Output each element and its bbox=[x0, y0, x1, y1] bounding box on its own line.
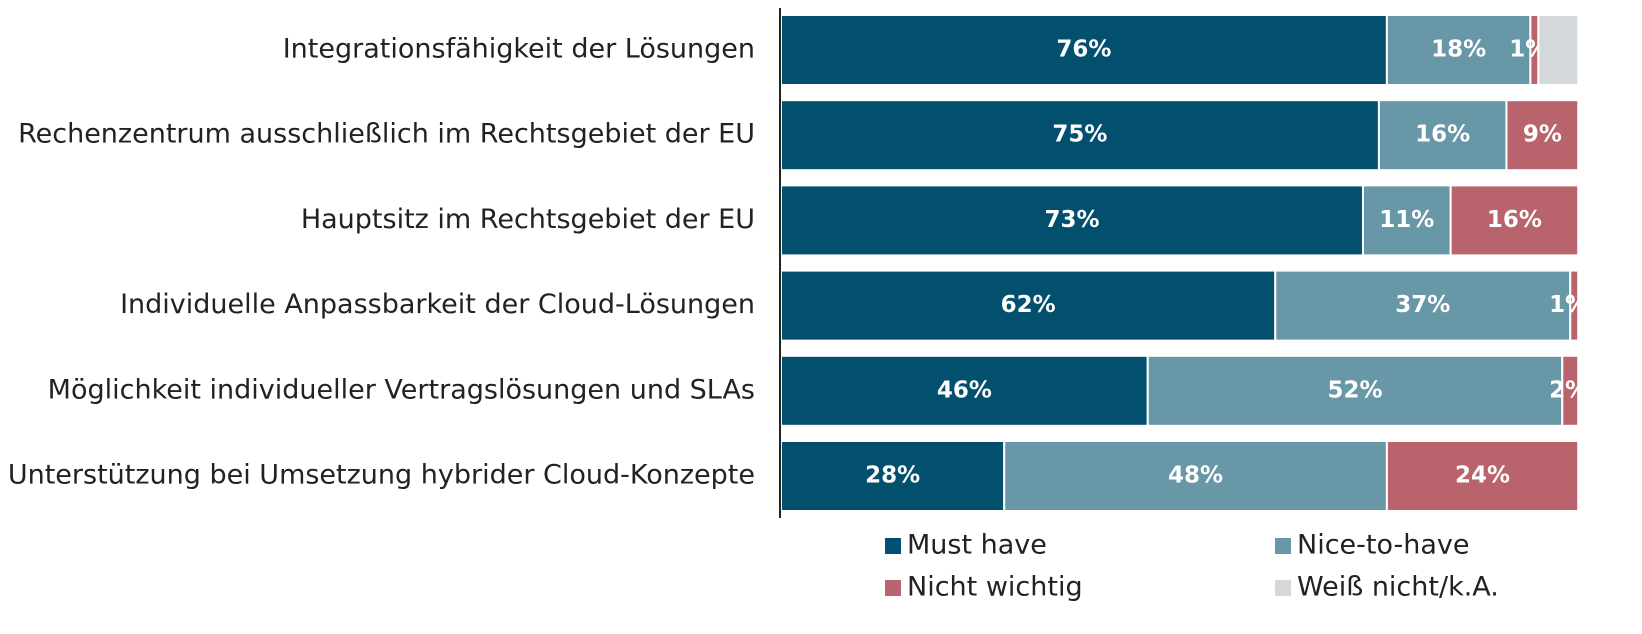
bar-segment bbox=[1569, 269, 1580, 342]
category-label: Hauptsitz im Rechtsgebiet der EU bbox=[301, 204, 755, 235]
bar-segment bbox=[1361, 184, 1452, 257]
legend-label: Must have bbox=[907, 530, 1047, 561]
value-label: 16% bbox=[1487, 207, 1542, 233]
value-label: 9% bbox=[1523, 122, 1562, 148]
legend-swatch bbox=[885, 580, 901, 596]
bar-segment bbox=[1505, 99, 1580, 172]
category-label: Integrationsfähigkeit der Lösungen bbox=[283, 34, 755, 65]
bar-segment bbox=[1385, 14, 1532, 86]
bar-segment bbox=[1385, 440, 1580, 512]
bar-segment bbox=[780, 184, 1364, 257]
legend-label: Nice-to-have bbox=[1297, 530, 1470, 561]
value-label: 24% bbox=[1455, 463, 1510, 489]
value-label: 11% bbox=[1379, 207, 1434, 233]
value-label: 73% bbox=[1044, 207, 1099, 233]
category-label: Unterstützung bei Umsetzung hybrider Clo… bbox=[8, 460, 755, 491]
bar-segment bbox=[1003, 440, 1388, 512]
value-label: 1% bbox=[1549, 292, 1588, 318]
bar-segment bbox=[1274, 269, 1572, 342]
legend-swatch bbox=[885, 538, 901, 554]
legend-label: Weiß nicht/k.A. bbox=[1297, 572, 1499, 603]
value-label: 75% bbox=[1052, 122, 1107, 148]
bar-segment bbox=[780, 269, 1277, 342]
value-label: 2% bbox=[1549, 377, 1588, 403]
value-label: 76% bbox=[1056, 37, 1111, 63]
legend-swatch bbox=[1275, 580, 1291, 596]
bar-segment bbox=[1377, 99, 1508, 172]
bar-segment bbox=[780, 354, 1149, 427]
value-label: 52% bbox=[1327, 377, 1382, 403]
category-label: Individuelle Anpassbarkeit der Cloud-Lös… bbox=[120, 289, 755, 320]
value-label: 28% bbox=[865, 463, 920, 489]
category-label: Rechenzentrum ausschließlich im Rechtsge… bbox=[18, 119, 755, 150]
bar-segment bbox=[780, 99, 1380, 172]
category-label: Möglichkeit individueller Vertragslösung… bbox=[48, 374, 755, 405]
value-label: 18% bbox=[1431, 37, 1486, 63]
bar-segment bbox=[1537, 14, 1580, 86]
value-label: 48% bbox=[1168, 463, 1223, 489]
value-label: 37% bbox=[1395, 292, 1450, 318]
value-label: 62% bbox=[1001, 292, 1056, 318]
bar-segment bbox=[1146, 354, 1564, 427]
value-label: 46% bbox=[937, 377, 992, 403]
legend-label: Nicht wichtig bbox=[907, 572, 1083, 603]
bar-segment bbox=[780, 14, 1388, 86]
bar-segment bbox=[1561, 354, 1580, 427]
legend-swatch bbox=[1275, 538, 1291, 554]
value-label: 16% bbox=[1415, 122, 1470, 148]
bar-segment bbox=[1449, 184, 1580, 257]
